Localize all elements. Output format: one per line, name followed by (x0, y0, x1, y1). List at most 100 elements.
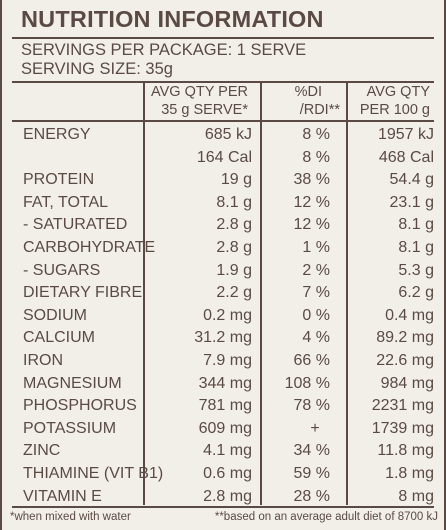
table-row: DIETARY FIBRE 2.2 g 7 % 6.2 g (2, 282, 446, 305)
column-divider-1 (143, 82, 145, 505)
header-di-line2: /RDI** (299, 102, 340, 118)
table-row: CALCIUM 31.2 mg 4 % 89.2 mg (2, 327, 446, 350)
footer-divider (12, 506, 434, 508)
header-divider (12, 120, 434, 122)
qty-per-100g: 22.6 mg (376, 352, 434, 369)
qty-per-serve: 2.2 g (216, 284, 252, 302)
nutrient-name: CALCIUM (23, 329, 96, 347)
nutrient-name: PROTEIN (23, 171, 95, 189)
nutrient-name: ENERGY (23, 126, 91, 143)
nutrient-name: SODIUM (23, 306, 87, 324)
nutrient-name: FAT, TOTAL (23, 193, 109, 211)
header-avg-qty-per-serve-line1: AVG QTY PER (151, 84, 248, 100)
page-title: NUTRITION INFORMATION (21, 6, 324, 32)
header-di-rdi: %DI /RDI** (295, 83, 340, 119)
qty-per-serve: 4.1 mg (203, 442, 252, 460)
di-percent: 59 % (293, 465, 330, 482)
qty-per-100g: 11.8 mg (377, 442, 434, 460)
di-percent: 8 % (302, 126, 330, 143)
qty-per-100g: 5.3 g (398, 261, 434, 279)
table-row: 164 Cal 8 % 468 Cal (2, 147, 446, 170)
qty-per-serve: 344 mg (198, 374, 252, 392)
nutrient-name: ZINC (23, 442, 61, 460)
table-row: SODIUM 0.2 mg 0 % 0.4 mg (2, 305, 446, 328)
qty-per-serve: 164 Cal (196, 148, 252, 166)
nutrient-name: POTASSIUM (23, 419, 117, 437)
qty-per-100g: 984 mg (380, 374, 434, 392)
footnote-diet: **based on an average adult diet of 8700… (214, 511, 438, 523)
qty-per-100g: 54.4 g (389, 171, 434, 189)
di-percent: 28 % (293, 487, 330, 505)
qty-per-100g: 6.2 g (398, 284, 434, 302)
di-percent: 7 % (302, 284, 330, 302)
servings-per-package: SERVINGS PER PACKAGE: 1 SERVE (21, 41, 307, 59)
qty-per-serve: 609 mg (198, 419, 252, 437)
table-row: FAT, TOTAL 8.1 g 12 % 23.1 g (2, 192, 446, 215)
qty-per-100g: 8.1 g (398, 216, 434, 234)
qty-per-serve: 685 kJ (204, 126, 252, 143)
qty-per-100g: 468 Cal (378, 148, 434, 166)
header-avg-qty-per-100g-line2: PER 100 g (359, 102, 430, 118)
table-row: PROTEIN 19 g 38 % 54.4 g (2, 169, 446, 192)
di-percent: 0 % (302, 306, 330, 324)
qty-per-100g: 0.4 mg (385, 306, 434, 324)
header-avg-qty-per-100g-line1: AVG QTY (366, 84, 430, 100)
qty-per-100g: 1957 kJ (377, 126, 434, 143)
table-row: ZINC 4.1 mg 34 % 11.8 mg (2, 440, 446, 463)
di-percent: 78 % (293, 397, 330, 415)
di-percent: 38 % (293, 171, 330, 189)
table-row: IRON 7.9 mg 66 % 22.6 mg (2, 350, 446, 373)
title-divider (12, 37, 434, 39)
di-percent: 34 % (293, 442, 330, 460)
table-row: THIAMINE (VIT B1) 0.6 mg 59 % 1.8 mg (2, 463, 446, 486)
qty-per-serve: 0.2 mg (203, 306, 252, 324)
nutrient-name: - SUGARS (23, 261, 101, 279)
qty-per-serve: 19 g (220, 171, 252, 189)
meta-divider (12, 81, 434, 83)
qty-per-serve: 8.1 g (216, 193, 252, 211)
di-percent: 8 % (302, 148, 330, 166)
qty-per-serve: 781 mg (198, 397, 252, 415)
di-percent: 2 % (302, 261, 330, 279)
di-percent: 108 % (284, 374, 330, 392)
di-percent: 12 % (293, 216, 330, 234)
qty-per-100g: 1.8 mg (385, 465, 434, 482)
qty-per-serve: 2.8 g (216, 216, 252, 234)
nutrient-name: IRON (23, 352, 63, 369)
table-row: ENERGY 685 kJ 8 % 1957 kJ (2, 124, 446, 147)
qty-per-serve: 2.8 mg (203, 487, 252, 505)
qty-per-serve: 0.6 mg (203, 465, 252, 482)
qty-per-100g: 2231 mg (371, 397, 434, 415)
di-percent: + (310, 419, 320, 437)
qty-per-serve: 7.9 mg (203, 352, 252, 369)
table-row: - SATURATED 2.8 g 12 % 8.1 g (2, 214, 446, 237)
header-avg-qty-per-serve-line2: 35 g SERVE* (161, 102, 248, 118)
serving-size: SERVING SIZE: 35g (21, 60, 173, 78)
header-avg-qty-per-serve: AVG QTY PER 35 g SERVE* (151, 83, 248, 119)
di-percent: 4 % (302, 329, 330, 347)
qty-per-100g: 8.1 g (398, 239, 434, 256)
column-divider-3 (346, 82, 348, 505)
qty-per-serve: 31.2 mg (194, 329, 252, 347)
nutrient-name: DIETARY FIBRE (23, 284, 143, 302)
nutrient-name: CARBOHYDRATE (23, 239, 156, 256)
qty-per-serve: 1.9 g (216, 261, 252, 279)
table-row: MAGNESIUM 344 mg 108 % 984 mg (2, 373, 446, 396)
table-row: CARBOHYDRATE 2.8 g 1 % 8.1 g (2, 237, 446, 260)
footnote-water: *when mixed with water (10, 511, 131, 523)
nutrient-name: PHOSPHORUS (23, 397, 137, 415)
nutrient-name: THIAMINE (VIT B1) (23, 465, 164, 482)
nutrient-name: - SATURATED (23, 216, 128, 234)
qty-per-serve: 2.8 g (216, 239, 252, 256)
qty-per-100g: 1739 mg (371, 419, 434, 437)
header-di-line1: %DI (294, 84, 322, 100)
di-percent: 12 % (293, 193, 330, 211)
table-row: VITAMIN E 2.8 mg 28 % 8 mg (2, 486, 446, 509)
column-divider-2 (260, 82, 262, 505)
table-row: POTASSIUM 609 mg + 1739 mg (2, 418, 446, 441)
table-row: - SUGARS 1.9 g 2 % 5.3 g (2, 260, 446, 283)
qty-per-100g: 23.1 g (389, 193, 434, 211)
di-percent: 66 % (293, 352, 330, 369)
table-row: PHOSPHORUS 781 mg 78 % 2231 mg (2, 395, 446, 418)
